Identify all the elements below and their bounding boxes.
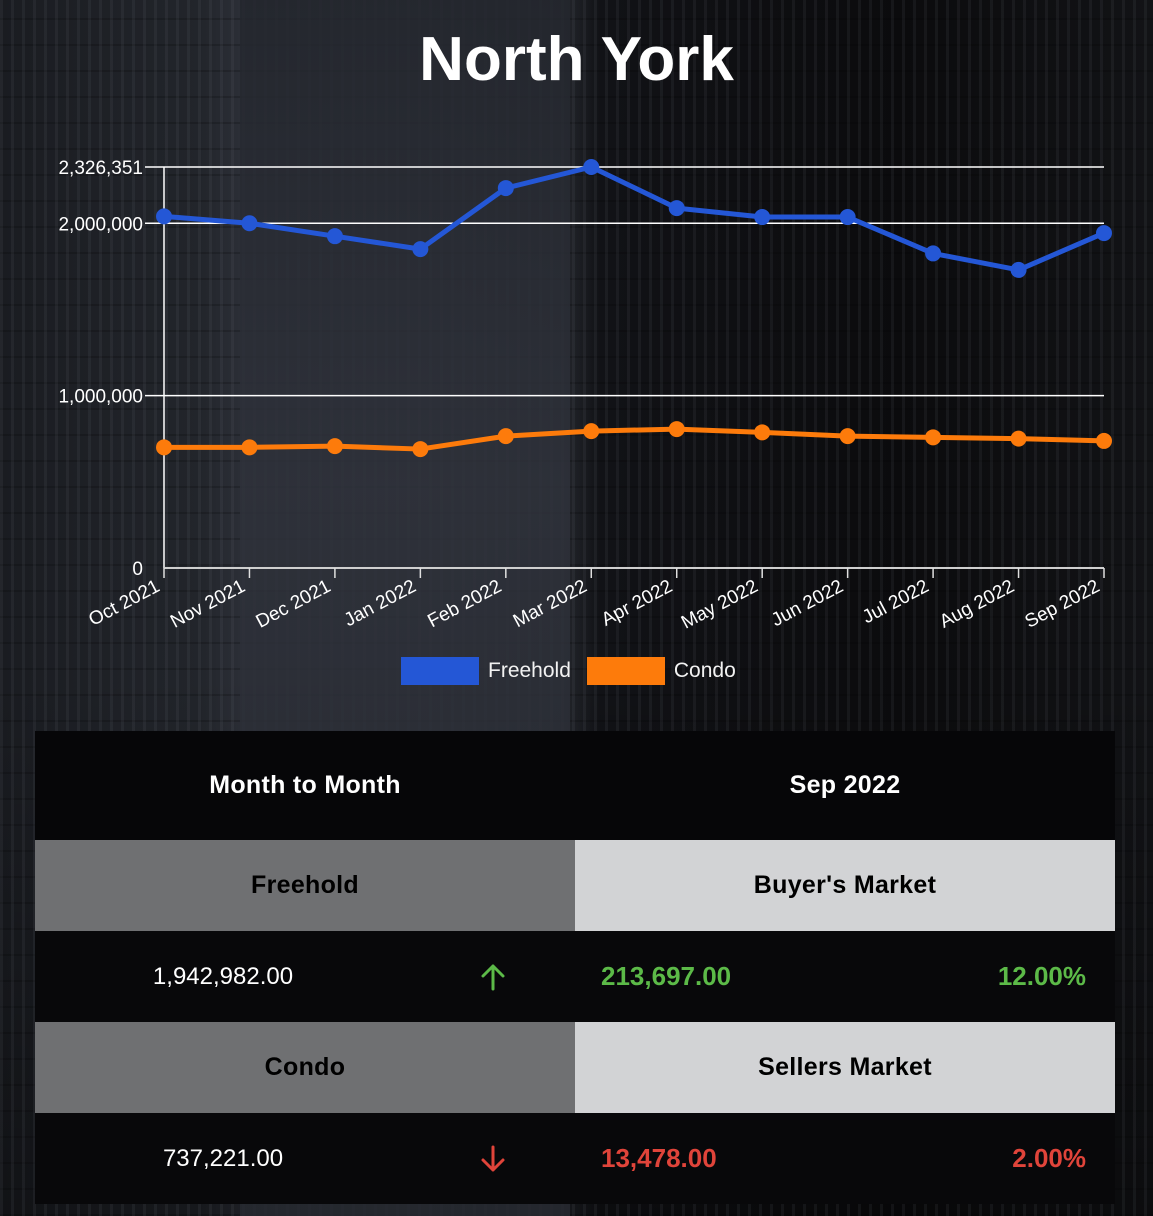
line-chart: 0 1,000,000 2,000,000 2,326,351 Oct 2021 Nov … bbox=[58, 158, 1112, 634]
arrow-up-icon bbox=[411, 931, 575, 1022]
y-tick-label: 2,000,000 bbox=[58, 214, 143, 235]
x-tick-label: Mar 2022 bbox=[510, 576, 591, 632]
data-point bbox=[1010, 430, 1027, 447]
data-point bbox=[668, 421, 685, 438]
data-point bbox=[156, 439, 172, 456]
data-point bbox=[754, 209, 771, 226]
condo-percent: 2.00% bbox=[1012, 1143, 1086, 1173]
x-tick-label: Sep 2022 bbox=[1022, 576, 1104, 633]
y-tick-label: 0 bbox=[132, 559, 143, 580]
y-tick-label: 1,000,000 bbox=[58, 387, 143, 408]
x-tick-label: Jun 2022 bbox=[768, 576, 847, 631]
series-line-condo bbox=[164, 426, 1105, 452]
legend-label-condo: Condo bbox=[673, 659, 736, 682]
freehold-price: 1,942,982.00 bbox=[152, 962, 294, 990]
x-tick-label: Dec 2021 bbox=[253, 576, 335, 633]
data-point bbox=[412, 441, 429, 458]
data-point bbox=[583, 159, 600, 175]
data-point bbox=[1096, 432, 1112, 449]
x-tick-label: Feb 2022 bbox=[424, 576, 505, 632]
data-point bbox=[839, 209, 856, 226]
series-line-freehold bbox=[163, 164, 1105, 273]
freehold-market-status: Buyer's Market bbox=[575, 840, 1115, 931]
data-point bbox=[156, 208, 172, 225]
condo-market-status: Sellers Market bbox=[575, 1022, 1115, 1113]
condo-label: Condo bbox=[35, 1022, 575, 1113]
header-period: Sep 2022 bbox=[789, 771, 901, 799]
y-tick-label: 2,326,351 bbox=[58, 158, 143, 179]
data-point bbox=[925, 429, 942, 446]
data-point bbox=[241, 215, 258, 232]
data-point bbox=[326, 438, 343, 455]
data-point bbox=[326, 228, 343, 245]
condo-label-row: Condo Sellers Market bbox=[35, 1022, 1115, 1113]
legend-swatch-freehold bbox=[401, 657, 479, 685]
data-point bbox=[668, 200, 685, 217]
legend-label-freehold: Freehold bbox=[488, 659, 571, 682]
arrow-down-icon bbox=[411, 1113, 575, 1204]
condo-change: 13,478.00 bbox=[601, 1143, 717, 1173]
legend-swatch-condo bbox=[586, 657, 665, 685]
market-summary-table: Month to Month Sep 2022 Freehold Buyer's… bbox=[35, 731, 1115, 1204]
x-tick-label: Jul 2022 bbox=[859, 576, 932, 628]
x-tick-label: Jan 2022 bbox=[341, 576, 420, 631]
x-tick-label: May 2022 bbox=[678, 576, 762, 634]
data-point bbox=[497, 180, 514, 197]
condo-price: 737,221.00 bbox=[162, 1144, 284, 1172]
data-point bbox=[1096, 225, 1112, 242]
x-tick-label: Nov 2021 bbox=[167, 576, 249, 633]
data-point bbox=[497, 428, 514, 445]
data-point bbox=[241, 439, 258, 456]
data-point bbox=[412, 241, 429, 258]
freehold-label-row: Freehold Buyer's Market bbox=[35, 840, 1115, 931]
data-point bbox=[754, 424, 771, 441]
freehold-percent: 12.00% bbox=[997, 961, 1086, 991]
freehold-label: Freehold bbox=[35, 840, 575, 931]
chart-legend: Freehold Condo bbox=[401, 657, 752, 685]
condo-values-row: 737,221.00 13,478.00 2.00% bbox=[35, 1113, 1115, 1204]
x-tick-label: Apr 2022 bbox=[598, 576, 676, 631]
x-tick-label: Oct 2021 bbox=[85, 576, 163, 631]
x-tick-label: Aug 2022 bbox=[936, 576, 1018, 633]
table-header-row: Month to Month Sep 2022 bbox=[35, 731, 1115, 840]
data-point bbox=[583, 423, 600, 440]
freehold-values-row: 1,942,982.00 213,697.00 12.00% bbox=[35, 931, 1115, 1022]
header-month-to-month: Month to Month bbox=[209, 771, 401, 799]
data-point bbox=[1010, 261, 1027, 278]
data-point bbox=[839, 428, 856, 445]
page-title: North York bbox=[419, 25, 734, 94]
freehold-change: 213,697.00 bbox=[601, 961, 732, 991]
data-point bbox=[925, 245, 942, 262]
